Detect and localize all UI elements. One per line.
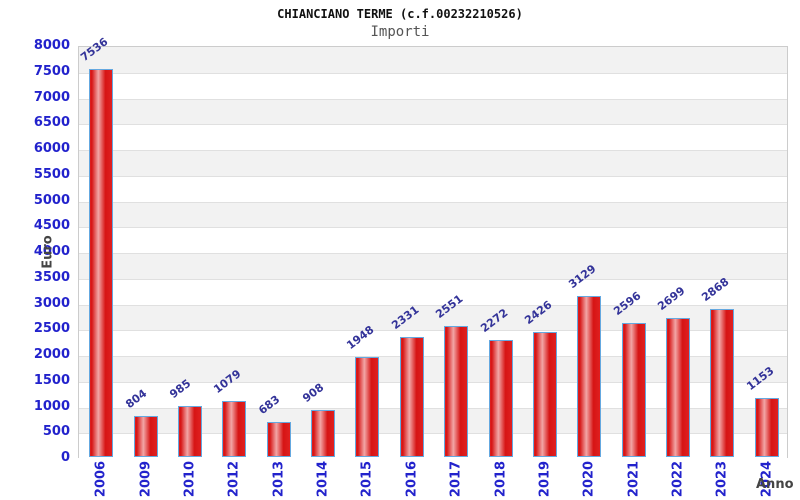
y-tick-label: 6500 [33, 115, 70, 131]
x-tick-label: 2016 [404, 460, 420, 498]
y-tick-label: 5000 [33, 192, 70, 208]
x-tick-label: 2006 [93, 460, 109, 498]
plot-band [79, 124, 787, 150]
y-tick-label: 7000 [33, 89, 70, 105]
y-tick-label: 0 [60, 450, 70, 465]
bar-2023 [710, 309, 735, 457]
plot-band [79, 98, 787, 125]
gridline [79, 278, 787, 280]
plot-band [79, 253, 787, 279]
y-axis-label: Euro [40, 235, 56, 269]
bar-2018 [488, 340, 513, 457]
bar-2009 [133, 415, 158, 457]
bar-2024 [754, 397, 779, 457]
gridline [79, 356, 787, 357]
x-tick-label: 2010 [182, 460, 198, 498]
gridline [79, 124, 787, 126]
x-axis-label: Anno [756, 477, 794, 492]
bar-2021 [621, 323, 646, 457]
x-tick-label: 2014 [315, 460, 331, 498]
x-tick-label: 2015 [359, 460, 375, 498]
bar-2014 [311, 410, 336, 457]
plot-band [79, 278, 787, 305]
bar-2016 [399, 336, 424, 457]
bar-2012 [222, 401, 247, 457]
plot-area: 7536 804 985 1079 683 908 1948 2331 2551 2272 2426… [78, 35, 788, 459]
plot-band [79, 201, 787, 228]
y-tick-label: 1000 [33, 398, 70, 414]
y-tick-label: 3000 [33, 295, 70, 311]
chart-title: CHIANCIANO TERME (c.f.00232210526) [277, 7, 523, 21]
x-tick-label: 2021 [626, 460, 642, 498]
x-tick-label: 2022 [670, 460, 686, 498]
bar-2019 [532, 332, 557, 457]
bar-2022 [666, 318, 691, 457]
plot-band [79, 72, 787, 99]
bar-2015 [355, 356, 380, 457]
bar-2017 [444, 325, 469, 457]
y-tick-label: 500 [42, 424, 70, 440]
gridline [79, 330, 787, 332]
bar-2006 [89, 68, 114, 457]
y-tick-label: 2000 [33, 347, 70, 362]
gridline [79, 433, 787, 435]
gridline [79, 72, 787, 74]
bar-2013 [266, 421, 291, 457]
y-tick-label: 8000 [33, 38, 70, 53]
x-tick-label: 2009 [138, 460, 154, 498]
gridline [79, 407, 787, 409]
gridline [79, 175, 787, 177]
x-tick-label: 2023 [714, 460, 730, 498]
x-tick-label: 2018 [493, 460, 509, 498]
y-tick-label: 4000 [33, 244, 70, 259]
x-tick-label: 2013 [271, 460, 287, 498]
x-tick-label: 2012 [226, 460, 242, 498]
gridline [79, 227, 787, 229]
plot-band [79, 227, 787, 253]
gridline [79, 201, 787, 203]
plot-band [79, 175, 787, 202]
gridline [79, 381, 787, 383]
chart-subtitle: Importi [370, 24, 430, 40]
bar-2010 [177, 406, 202, 457]
plot-band [79, 47, 787, 73]
y-tick-label: 3500 [33, 269, 70, 285]
gridline [79, 304, 787, 306]
gridline [79, 98, 787, 100]
y-tick-label: 5500 [33, 166, 70, 182]
x-tick-label: 2019 [537, 460, 553, 498]
x-tick-label: 2020 [581, 460, 597, 498]
gridline [79, 253, 787, 254]
x-tick-label: 2017 [448, 460, 464, 498]
bar-2020 [577, 295, 602, 457]
gridline [79, 150, 787, 151]
y-tick-label: 6000 [33, 141, 70, 156]
y-tick-label: 1500 [33, 372, 70, 388]
y-tick-label: 4500 [33, 218, 70, 234]
y-tick-label: 7500 [33, 63, 70, 79]
y-tick-label: 2500 [33, 321, 70, 337]
plot-band [79, 150, 787, 176]
